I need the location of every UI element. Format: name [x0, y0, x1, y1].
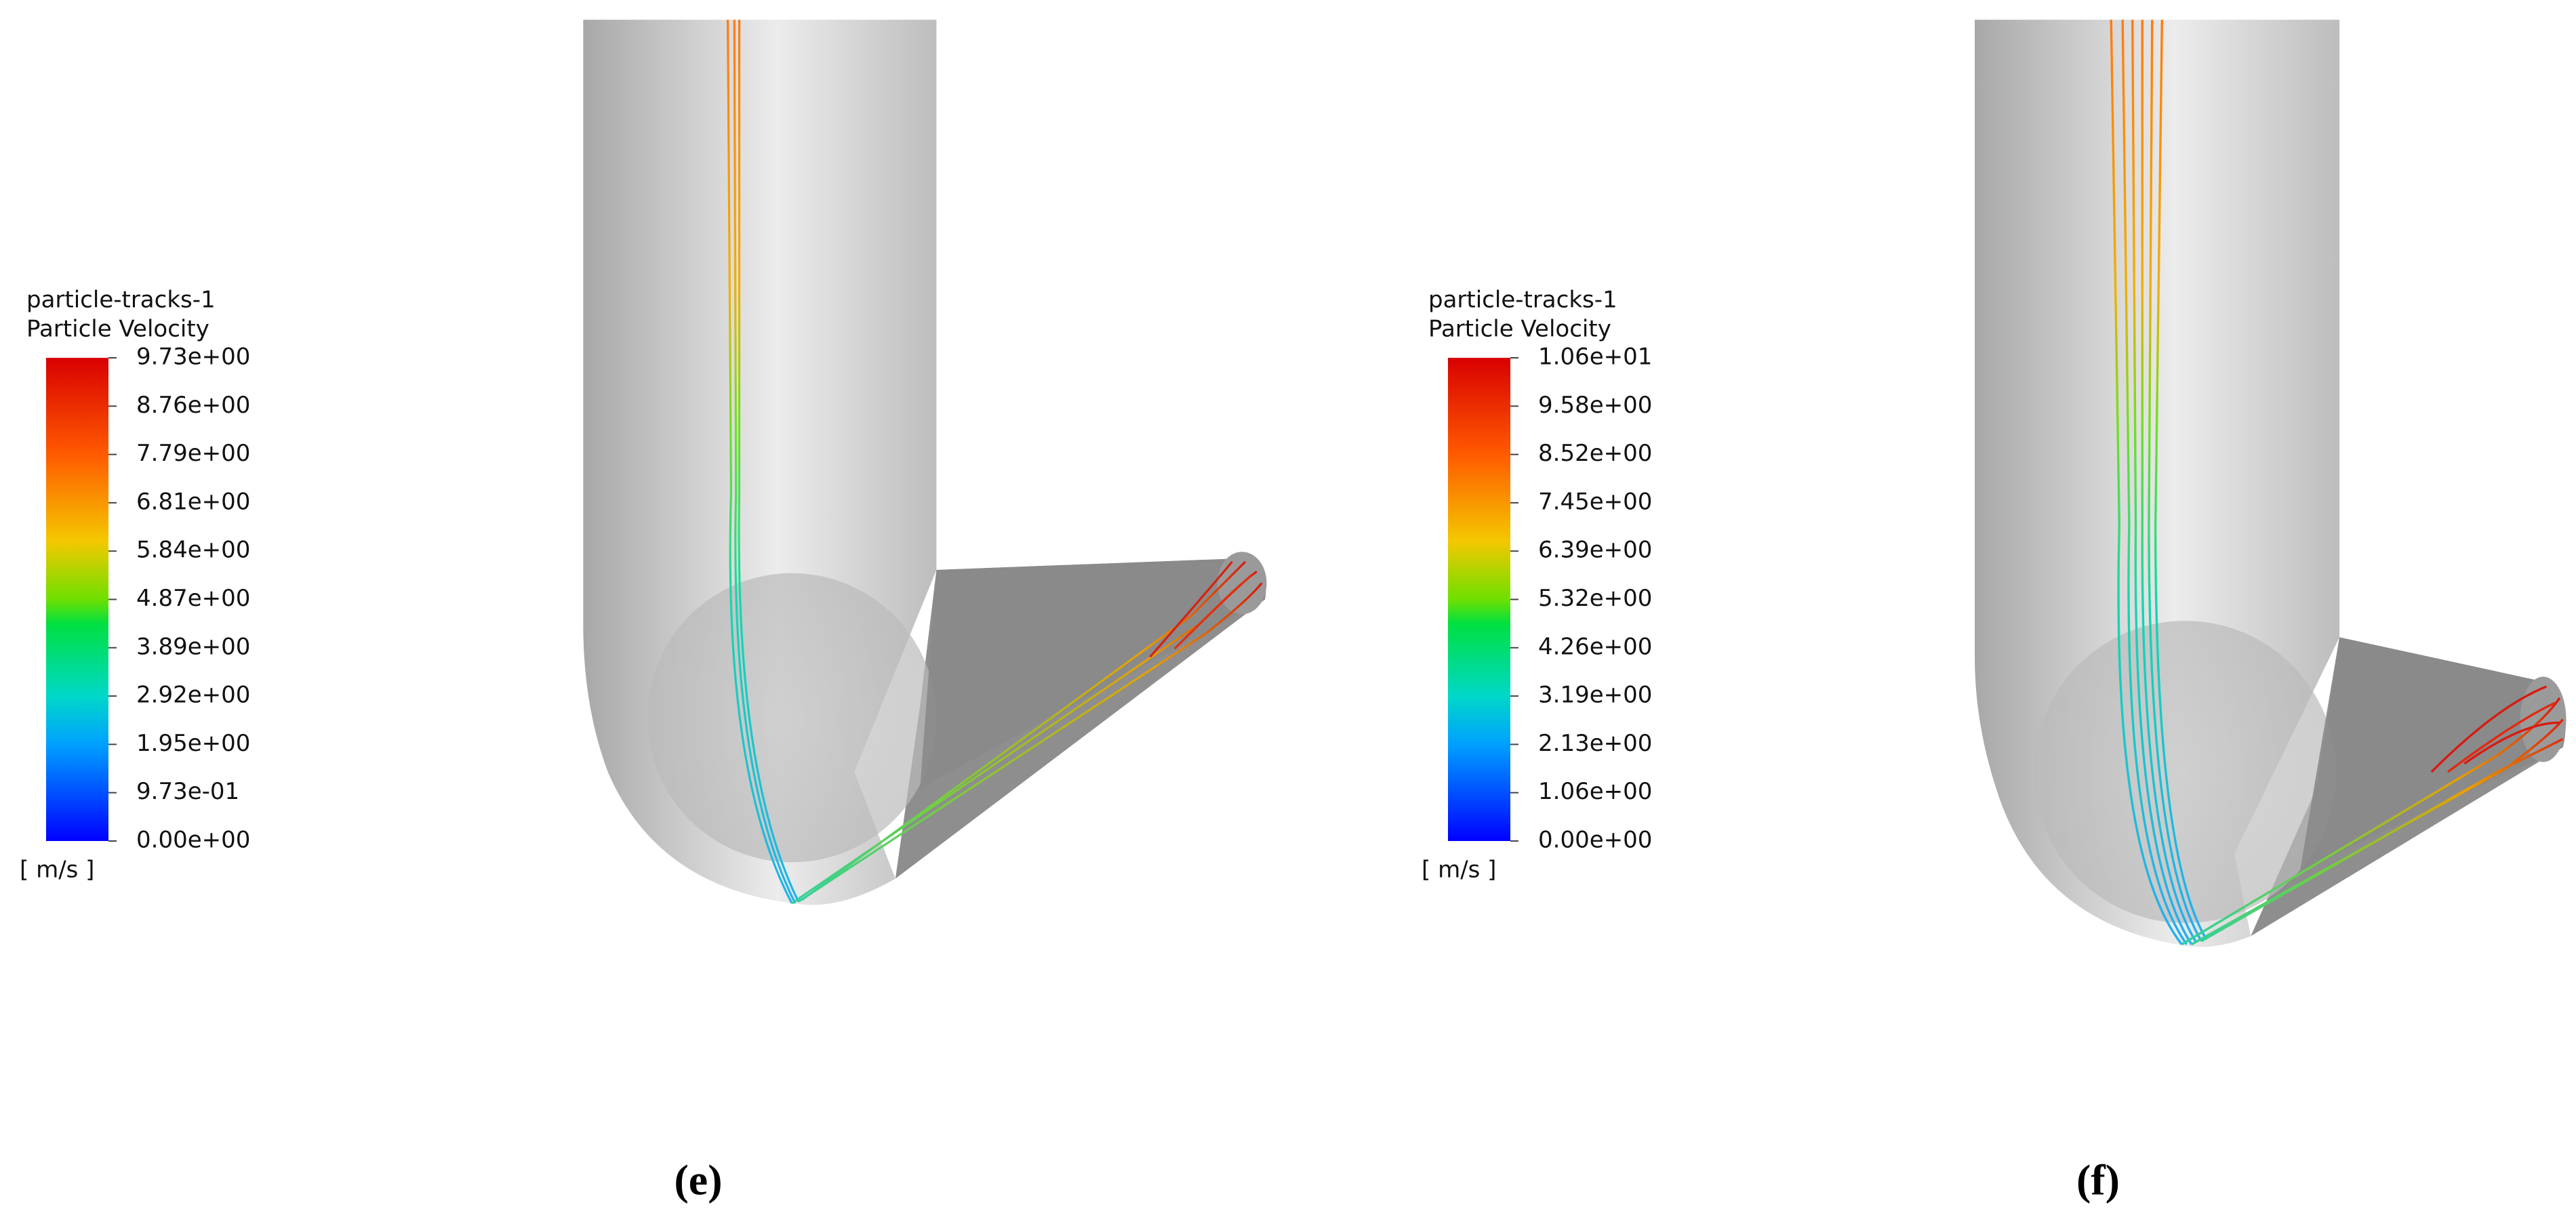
- colorbar-label: 8.76e+00: [136, 392, 250, 419]
- colorbar-label: 4.87e+00: [136, 585, 250, 612]
- colorbar-label: 8.52e+00: [1538, 440, 1652, 467]
- pipe-arm-top: [920, 558, 1266, 789]
- colorbar-label: 3.19e+00: [1538, 682, 1652, 709]
- legend-unit: [ m/s ]: [1422, 857, 1496, 884]
- colorbar-label: 2.13e+00: [1538, 730, 1652, 757]
- colorbar-label: 5.84e+00: [136, 537, 250, 564]
- colorbar-label: 9.73e+00: [136, 344, 250, 371]
- colorbar-label: 1.95e+00: [136, 730, 250, 757]
- legend-title: particle-tracks-1: [1428, 287, 1617, 314]
- pipe-cap: [2520, 676, 2567, 762]
- panel-label: (f): [2076, 1156, 2120, 1204]
- colorbar-label: 1.06e+00: [1538, 778, 1652, 805]
- colorbar-label: 2.92e+00: [136, 682, 250, 709]
- legend-title: particle-tracks-1: [26, 287, 216, 314]
- elbow: [2034, 621, 2337, 924]
- particle-tracks: [2110, 20, 2564, 945]
- colorbar-label: 6.81e+00: [136, 488, 250, 515]
- colorbar-label: 0.00e+00: [136, 827, 250, 854]
- colorbar-label: 9.58e+00: [1538, 392, 1652, 419]
- legend-variable: Particle Velocity: [26, 316, 209, 343]
- pipe-arm-top: [2299, 637, 2563, 871]
- colorbar-label: 4.26e+00: [1538, 633, 1652, 660]
- legend-unit: [ m/s ]: [20, 857, 94, 884]
- renders: [583, 20, 2567, 947]
- particle-tracks: [727, 20, 1263, 905]
- colorbar: [46, 358, 108, 841]
- colorbar-label: 1.06e+01: [1538, 344, 1652, 371]
- colorbar-label: 0.00e+00: [1538, 827, 1652, 854]
- colorbar-label: 7.79e+00: [136, 440, 250, 467]
- colorbar-label: 6.39e+00: [1538, 537, 1652, 564]
- colorbar-label: 5.32e+00: [1538, 585, 1652, 612]
- colorbar-label: 3.89e+00: [136, 633, 250, 660]
- elbow: [647, 573, 937, 863]
- panel-label: (e): [674, 1156, 722, 1204]
- colorbar-label: 9.73e-01: [136, 778, 239, 805]
- colorbar-label: 7.45e+00: [1538, 488, 1652, 515]
- colorbar: [1448, 358, 1510, 841]
- legend-variable: Particle Velocity: [1428, 316, 1611, 343]
